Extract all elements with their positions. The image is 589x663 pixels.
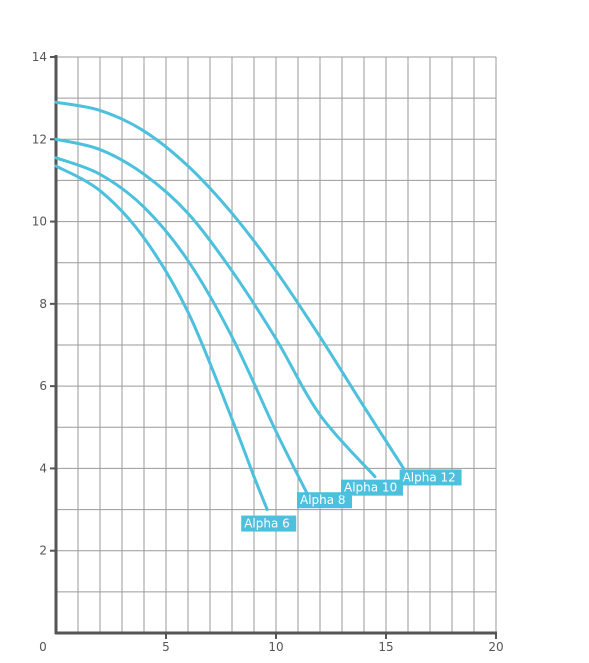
x-tick-label: 0 — [39, 640, 47, 654]
curve-alpha-8 — [54, 156, 311, 499]
y-tick-label: 14 — [32, 50, 47, 64]
y-tick-label: 6 — [39, 379, 47, 393]
curve-alpha-10 — [54, 137, 377, 479]
axis-ticks: 2 4 6 8 10 12 14 0 5 10 15 20 — [32, 50, 504, 654]
curve-label-box — [399, 469, 462, 486]
x-tick-label: 15 — [378, 640, 393, 654]
curve-label-alpha-12: Alpha 12 — [399, 469, 462, 486]
curve-label-box — [241, 515, 297, 532]
curve-label-text: Alpha 10 — [344, 481, 397, 495]
grid — [56, 56, 497, 633]
curve-label-text: Alpha 12 — [403, 470, 456, 484]
curve-alpha-12 — [54, 100, 406, 470]
y-tick-label: 12 — [32, 132, 47, 146]
y-tick-label: 8 — [39, 297, 47, 311]
curve-label-alpha-6: Alpha 6 — [241, 515, 297, 532]
x-tick-label: 20 — [488, 640, 503, 654]
axes — [54, 55, 497, 635]
curve-label-alpha-10: Alpha 10 — [341, 479, 403, 496]
y-tick-label: 10 — [32, 215, 47, 229]
x-tick-label: 10 — [268, 640, 283, 654]
y-tick-label: 4 — [39, 461, 47, 475]
curve-label-alpha-8: Alpha 8 — [297, 492, 352, 509]
curve-alpha-6 — [54, 164, 269, 512]
curve-label-text: Alpha 8 — [300, 493, 346, 507]
y-tick-label: 2 — [39, 544, 47, 558]
curve-label-text: Alpha 6 — [244, 517, 290, 531]
curve-label-box — [341, 479, 403, 496]
curve-label-box — [297, 492, 352, 509]
x-tick-label: 5 — [162, 640, 170, 654]
curves — [54, 100, 406, 512]
